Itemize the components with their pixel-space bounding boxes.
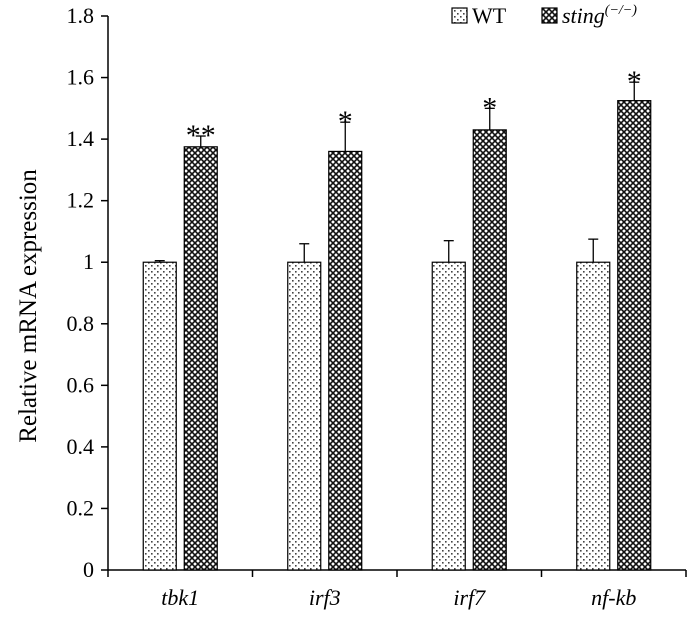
y-tick-label: 0	[83, 557, 94, 582]
bar	[328, 150, 363, 571]
x-tick-label: irf7	[453, 585, 486, 610]
x-tick-label: irf3	[309, 585, 341, 610]
significance-mark: *	[627, 65, 642, 98]
bar	[287, 261, 322, 571]
bar	[472, 129, 507, 571]
legend-label-sting-main: sting	[562, 3, 605, 28]
bar	[576, 261, 611, 571]
x-tick-label: nf-kb	[591, 585, 636, 610]
significance-mark: *	[338, 105, 353, 138]
legend: WT sting(−/−)	[451, 3, 637, 28]
significance-mark: *	[482, 91, 497, 124]
bar	[617, 100, 652, 571]
legend-label-wt: WT	[472, 3, 507, 28]
legend-swatch-wt	[451, 7, 468, 24]
y-axis: 0 0.2 0.4 0.6 0.8 1 1.2 1.4 1.6 1.8	[67, 3, 109, 582]
y-tick-label: 1	[83, 249, 94, 274]
bar	[142, 261, 177, 571]
significance-mark: **	[186, 119, 216, 152]
y-tick-label: 1.2	[67, 188, 95, 213]
y-tick-label: 1.4	[67, 126, 95, 151]
x-tick-label: tbk1	[161, 585, 199, 610]
y-tick-label: 0.6	[67, 372, 95, 397]
y-tick-label: 0.2	[67, 495, 95, 520]
legend-swatch-sting	[541, 7, 558, 24]
y-tick-label: 0.8	[67, 311, 95, 336]
bars: ** * **	[142, 65, 652, 571]
y-tick-label: 1.6	[67, 65, 95, 90]
y-tick-label: 1.8	[67, 3, 95, 28]
legend-label-sting: sting(−/−)	[562, 3, 637, 28]
y-axis-label: Relative mRNA expression	[15, 169, 42, 443]
bar	[431, 261, 466, 571]
y-tick-label: 0.4	[67, 434, 95, 459]
legend-label-sting-sup: (−/−)	[605, 3, 637, 18]
x-axis: tbk1 irf3 irf7 nf-kb	[107, 569, 687, 610]
bar	[183, 146, 218, 571]
